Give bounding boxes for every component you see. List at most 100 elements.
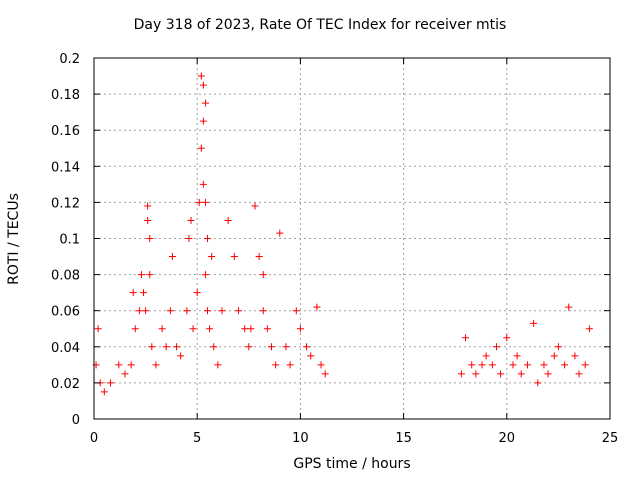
data-point: [581, 361, 589, 369]
y-tick-label: 0.08: [51, 269, 80, 284]
data-points: [92, 72, 593, 396]
y-tick-label: 0.18: [51, 88, 80, 103]
data-point: [575, 370, 583, 378]
y-tick-label: 0.12: [51, 196, 80, 211]
data-point: [204, 307, 212, 315]
data-point: [187, 216, 195, 224]
data-point: [554, 343, 562, 351]
data-point: [208, 253, 216, 261]
chart-title: Day 318 of 2023, Rate Of TEC Index for r…: [133, 17, 507, 33]
data-point: [100, 388, 108, 396]
data-point: [129, 289, 137, 297]
data-point: [462, 334, 470, 342]
data-point: [296, 325, 304, 333]
data-point: [177, 352, 185, 360]
grid-lines: [94, 58, 610, 419]
x-tick-label: 25: [602, 431, 619, 446]
data-point: [173, 343, 181, 351]
data-point: [544, 370, 552, 378]
data-point: [230, 253, 238, 261]
data-point: [131, 325, 139, 333]
data-point: [276, 229, 284, 237]
data-point: [268, 343, 276, 351]
data-point: [166, 307, 174, 315]
data-point: [492, 343, 500, 351]
data-point: [146, 271, 154, 279]
data-point: [571, 352, 579, 360]
data-point: [540, 361, 548, 369]
data-point: [472, 370, 480, 378]
y-tick-label: 0.16: [51, 124, 80, 139]
data-point: [201, 271, 209, 279]
data-point: [251, 202, 259, 210]
data-point: [158, 325, 166, 333]
data-point: [115, 361, 123, 369]
data-point: [488, 361, 496, 369]
data-point: [94, 325, 102, 333]
data-point: [127, 361, 135, 369]
data-point: [199, 81, 207, 89]
data-point: [183, 307, 191, 315]
data-point: [550, 352, 558, 360]
data-point: [259, 271, 267, 279]
data-point: [199, 117, 207, 125]
data-point: [135, 307, 143, 315]
data-point: [530, 319, 538, 327]
data-point: [144, 216, 152, 224]
data-point: [245, 343, 253, 351]
data-point: [168, 253, 176, 261]
data-point: [482, 352, 490, 360]
data-point: [137, 271, 145, 279]
data-point: [189, 325, 197, 333]
data-point: [193, 289, 201, 297]
axis-ticks: 0 5 10 15 20 25 0 0.02 0.04 0.06 0.08 0.1 0.12 0.14 0.…: [51, 52, 618, 446]
data-point: [534, 379, 542, 387]
x-tick-label: 15: [395, 431, 412, 446]
x-axis-label: GPS time / hours: [293, 456, 411, 472]
data-point: [513, 352, 521, 360]
y-tick-label: 0.04: [51, 341, 80, 356]
data-point: [303, 343, 311, 351]
data-point: [234, 307, 242, 315]
data-point: [185, 235, 193, 242]
data-point: [317, 361, 325, 369]
plot-frame: [93, 57, 611, 420]
data-point: [199, 180, 207, 188]
data-point: [148, 343, 156, 351]
data-point: [107, 379, 115, 387]
data-point: [478, 361, 486, 369]
data-point: [140, 289, 148, 297]
data-point: [214, 361, 222, 369]
x-tick-label: 20: [499, 431, 516, 446]
data-point: [195, 198, 203, 206]
data-point: [197, 144, 205, 152]
x-tick-label: 0: [90, 431, 98, 446]
data-point: [321, 370, 329, 378]
y-tick-label: 0.1: [59, 233, 80, 248]
data-point: [241, 325, 249, 333]
y-tick-label: 0: [72, 413, 80, 428]
data-point: [523, 361, 531, 369]
data-point: [218, 307, 226, 315]
data-point: [144, 202, 152, 210]
data-point: [247, 325, 255, 333]
data-point: [142, 307, 150, 315]
data-point: [206, 325, 214, 333]
data-point: [204, 235, 212, 242]
data-point: [307, 352, 315, 360]
y-tick-label: 0.06: [51, 305, 80, 320]
data-point: [517, 370, 525, 378]
data-point: [503, 334, 511, 342]
data-point: [282, 343, 290, 351]
data-point: [561, 361, 569, 369]
data-point: [197, 72, 205, 80]
y-tick-label: 0.2: [59, 52, 80, 67]
data-point: [292, 307, 300, 315]
data-point: [224, 216, 232, 224]
data-point: [468, 361, 476, 369]
data-point: [201, 198, 209, 206]
y-axis-label: ROTI / TECUs: [6, 193, 22, 285]
data-point: [201, 99, 209, 107]
data-point: [286, 361, 294, 369]
